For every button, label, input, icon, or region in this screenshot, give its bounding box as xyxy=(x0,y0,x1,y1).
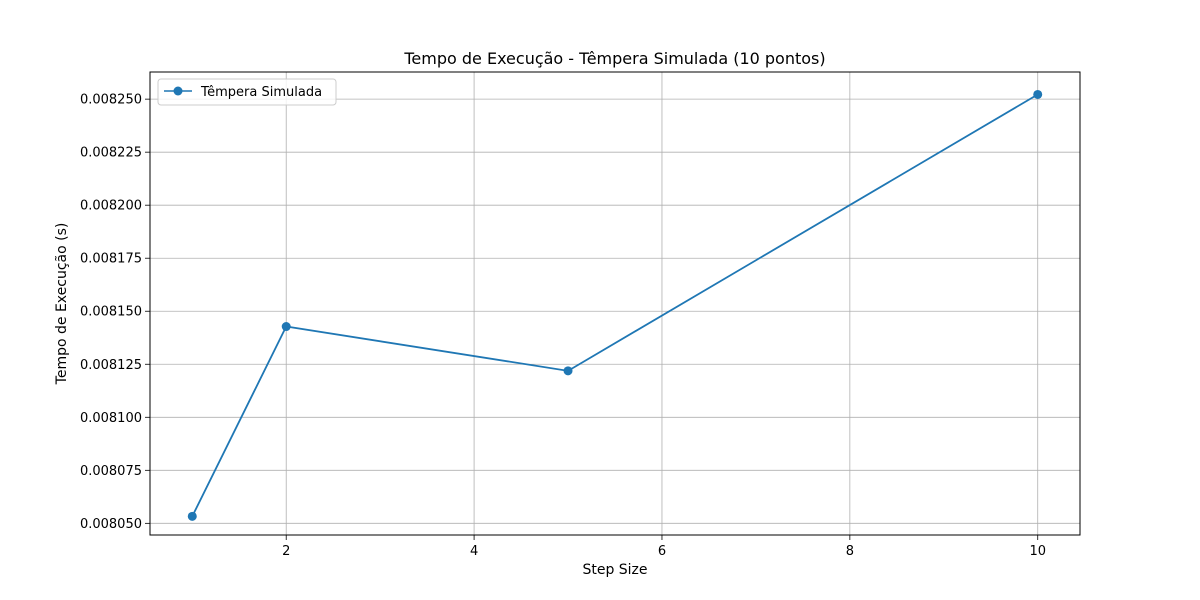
y-tick-label: 0.008200 xyxy=(80,199,142,214)
data-point xyxy=(1033,89,1043,99)
y-tick-label: 0.008075 xyxy=(80,464,142,479)
data-point xyxy=(187,511,197,521)
series-line xyxy=(191,93,1039,517)
legend-box xyxy=(157,78,337,106)
legend: Têmpera Simulada xyxy=(157,78,337,106)
plot-frame xyxy=(149,71,1081,536)
legend-marker-swatch xyxy=(173,86,183,96)
series-layer xyxy=(187,89,1043,521)
x-axis-label: Step Size xyxy=(582,562,647,578)
y-axis-ticks: 0.008050 0.008075 0.008100 0.008125 0.008150… xyxy=(80,93,150,532)
x-tick-label: 4 xyxy=(470,544,478,559)
data-point xyxy=(563,366,573,376)
y-tick-label: 0.008150 xyxy=(80,305,142,320)
y-tick-label: 0.008250 xyxy=(80,93,142,108)
x-tick-label: 2 xyxy=(282,544,290,559)
y-tick-label: 0.008125 xyxy=(80,358,142,373)
legend-entry-label: Têmpera Simulada xyxy=(200,85,322,100)
y-tick-label: 0.008050 xyxy=(80,517,142,532)
grid xyxy=(150,72,1080,535)
data-point xyxy=(281,322,291,332)
x-axis-ticks: 2 4 6 8 10 xyxy=(282,535,1046,559)
x-tick-label: 6 xyxy=(658,544,666,559)
y-axis-label: Tempo de Execução (s) xyxy=(54,223,70,386)
x-tick-label: 8 xyxy=(846,544,854,559)
chart-title: Tempo de Execução - Têmpera Simulada (10… xyxy=(403,49,825,68)
x-tick-label: 10 xyxy=(1029,544,1046,559)
y-tick-label: 0.008175 xyxy=(80,252,142,267)
y-tick-label: 0.008100 xyxy=(80,411,142,426)
y-tick-label: 0.008225 xyxy=(80,146,142,161)
